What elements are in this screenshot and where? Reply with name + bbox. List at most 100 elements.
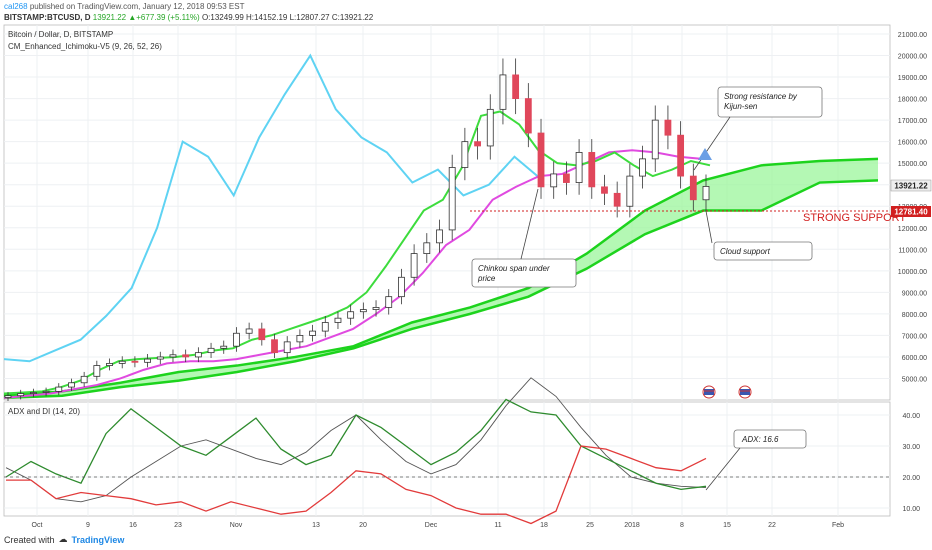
publish-info: cal268 published on TradingView.com, Jan… [4,2,244,11]
candle-body [398,276,405,298]
candle-body [436,229,443,244]
support-price-text: 12781.40 [894,208,928,217]
x-tick-label: 8 [680,522,684,529]
callout-chinkou[interactable]: Chinkou span under price [471,188,577,288]
candle-body [601,186,608,194]
x-tick-label: 2018 [624,522,640,529]
candle-body [563,173,570,183]
adx-callout-text: ADX: 16.6 [741,435,779,444]
candle-body [17,393,25,397]
candle-body [156,356,164,360]
cloud-support-text: Cloud support [720,247,771,256]
callout-adx[interactable]: ADX: 16.6 [705,429,807,491]
candle-body [639,158,646,177]
candle-body [106,362,113,366]
y-tick-label: 17000.00 [898,118,927,125]
candle-body [296,335,304,343]
candle-body [347,311,355,319]
publish-date: published on TradingView.com, January 12… [29,2,245,11]
y-tick-label: 7000.00 [902,333,927,340]
resistance-line-1: Strong resistance by [724,92,798,101]
x-tick-label: Dec [425,522,438,529]
y-tick-label: 16000.00 [898,140,927,147]
indicator-label: CM_Enhanced_Ichimoku-V5 (9, 26, 52, 26) [8,42,162,51]
candle-body [309,330,316,336]
candle-body [68,382,75,388]
last-price-badge [890,179,932,192]
x-tick-label: 13 [312,522,320,529]
chinkou-line-2: price [477,274,496,283]
last-price-text: 13921.22 [894,182,928,191]
candle-body [4,395,12,398]
candle-body [55,386,63,392]
candle-body [118,360,126,364]
x-tick-label: Nov [230,522,243,529]
resistance-line-2: Kijun-sen [724,102,758,111]
candle-body [271,339,278,354]
candle-body [626,175,634,207]
x-tick-label: 18 [540,522,548,529]
adx-y-tick-label: 10.00 [902,506,920,513]
us-flag-event-icon[interactable] [738,385,752,399]
candles [4,58,710,402]
x-tick-label: Oct [32,522,43,529]
candle-body [410,253,418,278]
candle-body [207,347,215,354]
ohlc-bar: BITSTAMP:BTCUSD, D 13921.22 ▲+677.39 (+5… [4,13,373,22]
candle-body [512,74,520,99]
chinkou-line-1: Chinkou span under [478,264,550,273]
callout-resistance[interactable]: Strong resistance by Kijun-sen [693,86,823,171]
main-pane-title: Bitcoin / Dollar, D, BITSTAMP [8,30,113,39]
x-tick-label: 16 [129,522,137,529]
x-tick-label: 25 [586,522,594,529]
candle-body [321,322,329,332]
candle-body [245,328,253,334]
author-link[interactable]: cal268 [4,2,28,11]
candle-body [550,173,558,188]
candle-body [283,341,291,354]
candle-body [448,167,456,231]
symbol-label: BITSTAMP:BTCUSD, D [4,13,91,22]
candle-body [499,74,507,110]
y-tick-label: 19000.00 [898,75,927,82]
strong-support-label: STRONG SUPPORT [803,212,906,224]
candle-body [651,119,659,160]
candle-body [486,108,494,147]
y-tick-label: 8000.00 [902,312,927,319]
us-flag-event-icon[interactable] [702,385,716,399]
candle-body [613,192,621,207]
candle-body [29,392,37,394]
candle-body [588,152,596,188]
candle-body [334,317,342,323]
candle-body [702,186,710,201]
candle-body [80,375,88,384]
y-tick-label: 6000.00 [902,355,927,362]
tradingview-logo-icon: ☁ [58,534,68,544]
tradingview-brand[interactable]: TradingView [71,534,125,545]
adx-y-tick-label: 40.00 [902,413,920,420]
created-with-label: Created with [4,534,55,545]
y-tick-label: 9000.00 [902,290,927,297]
candle-body [664,119,672,136]
y-tick-label: 18000.00 [898,97,927,104]
candle-body [194,352,202,358]
x-tick-label: 9 [86,522,90,529]
x-tick-label: 22 [768,522,776,529]
y-tick-label: 15000.00 [898,161,927,168]
di-plus-line [5,398,707,491]
main-pane-frame [3,24,891,401]
y-tick-label: 20000.00 [898,54,927,61]
ohlc-values: O:13249.99 H:14152.19 L:12807.27 C:13921… [201,13,374,22]
y-tick-label: 10000.00 [898,269,927,276]
candle-body [677,134,685,177]
adx-pane-title: ADX and DI (14, 20) [8,407,80,416]
resistance-arrow-icon [698,148,712,160]
y-tick-label: 21000.00 [898,32,927,39]
callout-cloud[interactable]: Cloud support [705,210,813,261]
senkou-span-a-line [3,157,879,397]
candle-body [689,175,697,201]
candle-body [372,307,380,310]
candle-body [423,242,431,255]
candle-body [182,354,190,358]
